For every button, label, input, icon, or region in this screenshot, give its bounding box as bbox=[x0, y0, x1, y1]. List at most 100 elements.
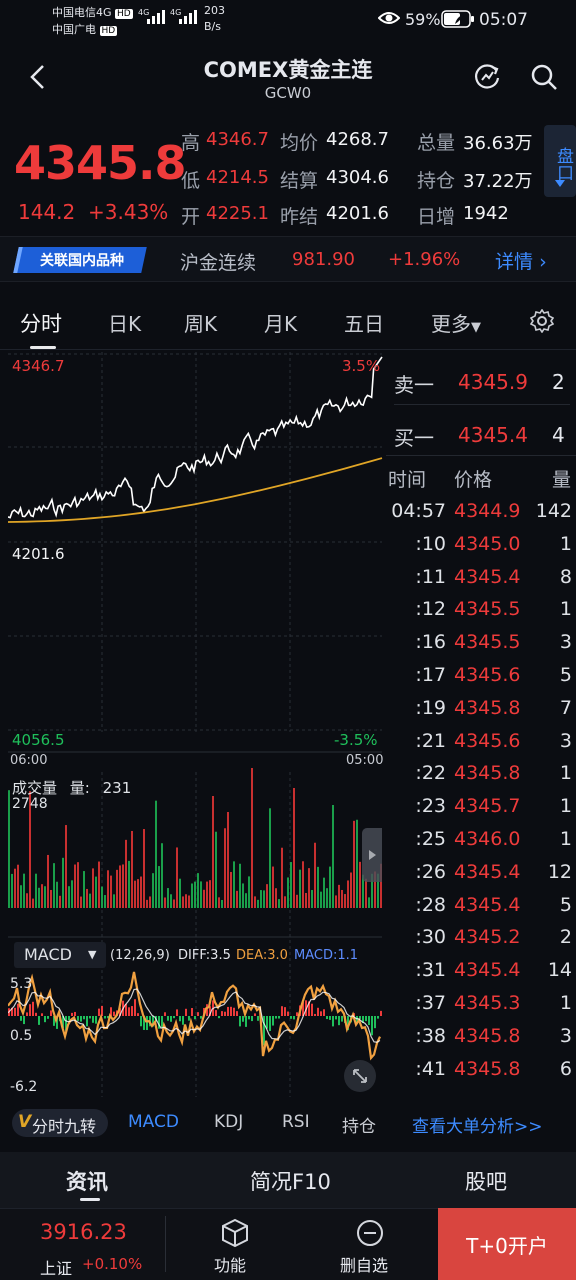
eye-icon bbox=[378, 12, 400, 24]
volume-value: 36.63万 bbox=[463, 133, 533, 154]
macd-bar bbox=[311, 1003, 313, 1016]
macd-bar bbox=[374, 1016, 376, 1029]
bottom-tab-indicator bbox=[80, 1198, 100, 1201]
big-order-analysis-link[interactable]: 查看大单分析>> bbox=[412, 1117, 543, 1137]
tab-forum[interactable]: 股吧 bbox=[465, 1170, 507, 1194]
volume-bar bbox=[191, 883, 193, 908]
volume-bar bbox=[143, 829, 145, 908]
macd-bar bbox=[197, 1012, 199, 1016]
volume-max: 2748 bbox=[12, 796, 48, 812]
intraday-chart[interactable] bbox=[8, 352, 384, 1102]
tick-qty: 142 bbox=[535, 500, 572, 522]
volume-bar bbox=[236, 890, 238, 908]
volume-bar bbox=[326, 888, 328, 908]
tab-more[interactable]: 更多▼ bbox=[431, 308, 481, 337]
tab-intraday[interactable]: 分时 bbox=[20, 312, 62, 336]
prev-settle-value: 4201.6 bbox=[326, 203, 389, 224]
tick-price: 4345.8 bbox=[454, 762, 521, 785]
volume-bar bbox=[296, 894, 298, 908]
volume-bar bbox=[242, 883, 244, 908]
chart-bottom-price: 4056.5 bbox=[12, 731, 65, 749]
macd-bar bbox=[242, 1016, 244, 1022]
volume-bar bbox=[377, 873, 379, 908]
volume-bar bbox=[56, 881, 58, 908]
macd-axis-mid: 0.5 bbox=[10, 1028, 33, 1044]
ask-label: 卖一 bbox=[394, 373, 434, 397]
hd-badge-1: HD bbox=[115, 9, 133, 19]
time-axis-end: 05:00 bbox=[346, 753, 384, 768]
tick-time: :16 bbox=[415, 631, 446, 654]
search-icon[interactable] bbox=[530, 63, 558, 91]
tick-time: :10 bbox=[415, 532, 446, 555]
refresh-chart-icon[interactable] bbox=[472, 62, 502, 92]
tab-five-day[interactable]: 五日 bbox=[344, 312, 384, 336]
tick-price: 4346.0 bbox=[454, 828, 521, 850]
fullscreen-button[interactable] bbox=[344, 1060, 376, 1092]
open-account-button[interactable]: T+0开户 bbox=[438, 1208, 576, 1280]
macd-selector[interactable]: MACD ▼ bbox=[14, 942, 106, 968]
indicator-position[interactable]: 持仓 bbox=[342, 1117, 376, 1137]
macd-bar bbox=[104, 1016, 106, 1019]
last-price: 4345.8 bbox=[14, 136, 187, 190]
tick-row: :25 4346.0 1 bbox=[386, 828, 576, 861]
macd-bar bbox=[224, 1011, 226, 1016]
volume-bar bbox=[284, 896, 286, 908]
caret-down-icon: ▼ bbox=[88, 948, 97, 961]
back-icon[interactable] bbox=[28, 64, 48, 90]
low-label: 低 bbox=[181, 170, 201, 192]
indicator-kdj[interactable]: KDJ bbox=[214, 1112, 244, 1132]
volume-bar bbox=[98, 861, 100, 908]
tab-monthly-k[interactable]: 月K bbox=[264, 312, 298, 336]
collapse-panel-handle[interactable] bbox=[362, 828, 382, 882]
tab-news[interactable]: 资讯 bbox=[66, 1170, 108, 1194]
macd-bar bbox=[185, 1008, 187, 1016]
macd-bar bbox=[194, 1016, 196, 1020]
function-button[interactable]: 功能 bbox=[214, 1256, 247, 1275]
signal-icon-2 bbox=[179, 10, 197, 24]
volume-bar bbox=[212, 796, 214, 908]
macd-bar bbox=[119, 1008, 121, 1016]
carrier-1: 中国电信4G HD bbox=[52, 4, 133, 20]
macd-bar bbox=[371, 1016, 373, 1036]
macd-bar bbox=[251, 1016, 253, 1022]
tick-row: :30 4345.2 2 bbox=[386, 926, 576, 959]
tick-qty: 3 bbox=[559, 729, 572, 752]
tab-weekly-k[interactable]: 周K bbox=[184, 312, 218, 336]
macd-bar bbox=[362, 1016, 364, 1024]
tick-row: :12 4345.5 1 bbox=[386, 598, 576, 631]
macd-bar bbox=[146, 1016, 148, 1031]
battery-icon bbox=[441, 10, 474, 28]
tick-price: 4345.8 bbox=[454, 1057, 521, 1080]
macd-bar bbox=[188, 1016, 190, 1021]
tick-price: 4345.5 bbox=[454, 598, 521, 621]
col-price: 价格 bbox=[454, 469, 493, 491]
tick-price: 4345.0 bbox=[454, 532, 521, 555]
indicator-rsi[interactable]: RSI bbox=[282, 1112, 310, 1132]
tick-price: 4345.5 bbox=[454, 631, 521, 654]
volume-bar bbox=[362, 874, 364, 908]
volume-bar bbox=[329, 866, 331, 908]
volume-bar bbox=[245, 893, 247, 908]
remove-favorite-button[interactable]: 删自选 bbox=[340, 1256, 389, 1275]
volume-bar bbox=[248, 876, 250, 908]
settings-gear-icon[interactable] bbox=[530, 309, 554, 333]
macd-bar bbox=[44, 1016, 46, 1023]
tab-daily-k[interactable]: 日K bbox=[108, 312, 142, 336]
position-label: 持仓 bbox=[417, 170, 456, 192]
tick-qty: 7 bbox=[559, 696, 572, 719]
indicator-macd[interactable]: MACD bbox=[128, 1112, 179, 1132]
macd-bar bbox=[215, 1010, 217, 1016]
index-value[interactable]: 3916.23 bbox=[40, 1220, 127, 1244]
volume-bar bbox=[155, 800, 157, 908]
tick-price: 4345.6 bbox=[454, 664, 521, 686]
volume-bar bbox=[32, 898, 34, 908]
ask-price: 4345.9 bbox=[458, 370, 528, 394]
tick-price: 4345.3 bbox=[454, 992, 521, 1014]
macd-dea: DEA:3.0 bbox=[236, 948, 288, 963]
nine-turn-button[interactable]: V 分时九转 bbox=[12, 1109, 108, 1137]
instrument-code: GCW0 bbox=[264, 84, 312, 102]
volume-bar bbox=[224, 828, 226, 908]
related-detail-link[interactable]: 详情 › bbox=[495, 247, 547, 274]
tab-f10[interactable]: 简况F10 bbox=[250, 1170, 331, 1194]
volume-bar bbox=[44, 886, 46, 908]
